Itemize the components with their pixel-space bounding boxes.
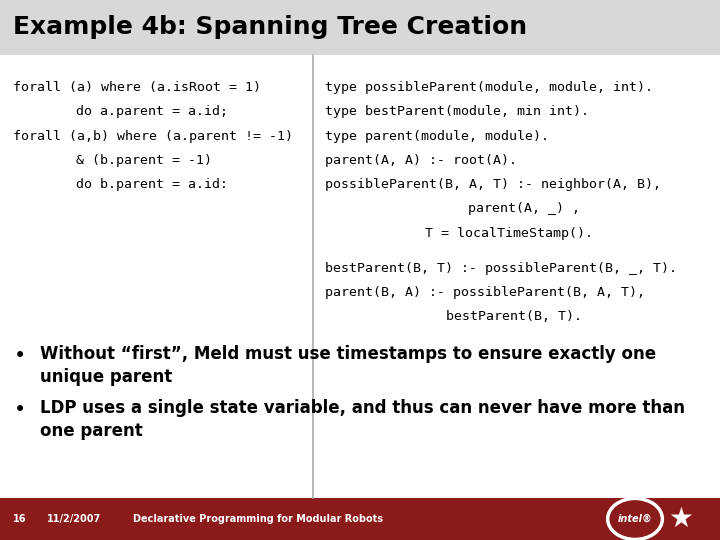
Text: & (b.parent = -1): & (b.parent = -1) [76,154,212,167]
Text: parent(A, _) ,: parent(A, _) , [468,202,580,215]
Bar [0,498,720,540]
Text: unique parent: unique parent [40,368,172,386]
Text: Without “first”, Meld must use timestamps to ensure exactly one: Without “first”, Meld must use timestamp… [40,345,656,362]
Text: type parent(module, module).: type parent(module, module). [325,130,549,143]
Text: possibleParent(B, A, T) :- neighbor(A, B),: possibleParent(B, A, T) :- neighbor(A, B… [325,178,662,191]
Text: do b.parent = a.id:: do b.parent = a.id: [76,178,228,191]
Text: type possibleParent(module, module, int).: type possibleParent(module, module, int)… [325,81,654,94]
Text: do a.parent = a.id;: do a.parent = a.id; [76,105,228,118]
Text: parent(A, A) :- root(A).: parent(A, A) :- root(A). [325,154,518,167]
Text: •: • [14,400,27,420]
Text: forall (a) where (a.isRoot = 1): forall (a) where (a.isRoot = 1) [13,81,261,94]
Text: intel®: intel® [618,514,652,524]
Text: T = localTimeStamp().: T = localTimeStamp(). [425,227,593,240]
Text: Declarative Programming for Modular Robots: Declarative Programming for Modular Robo… [133,514,383,524]
Text: •: • [14,346,27,366]
Bar [0,0,720,55]
Text: forall (a,b) where (a.parent != -1): forall (a,b) where (a.parent != -1) [13,130,293,143]
Text: bestParent(B, T) :- possibleParent(B, _, T).: bestParent(B, T) :- possibleParent(B, _,… [325,262,678,275]
Text: parent(B, A) :- possibleParent(B, A, T),: parent(B, A) :- possibleParent(B, A, T), [325,286,645,299]
Text: type bestParent(module, min int).: type bestParent(module, min int). [325,105,590,118]
Text: 11/2/2007: 11/2/2007 [47,514,101,524]
Text: ★: ★ [668,505,693,533]
Text: 16: 16 [13,514,27,524]
Text: one parent: one parent [40,422,143,440]
Text: LDP uses a single state variable, and thus can never have more than: LDP uses a single state variable, and th… [40,399,685,416]
Text: bestParent(B, T).: bestParent(B, T). [446,310,582,323]
Text: Example 4b: Spanning Tree Creation: Example 4b: Spanning Tree Creation [13,15,527,39]
